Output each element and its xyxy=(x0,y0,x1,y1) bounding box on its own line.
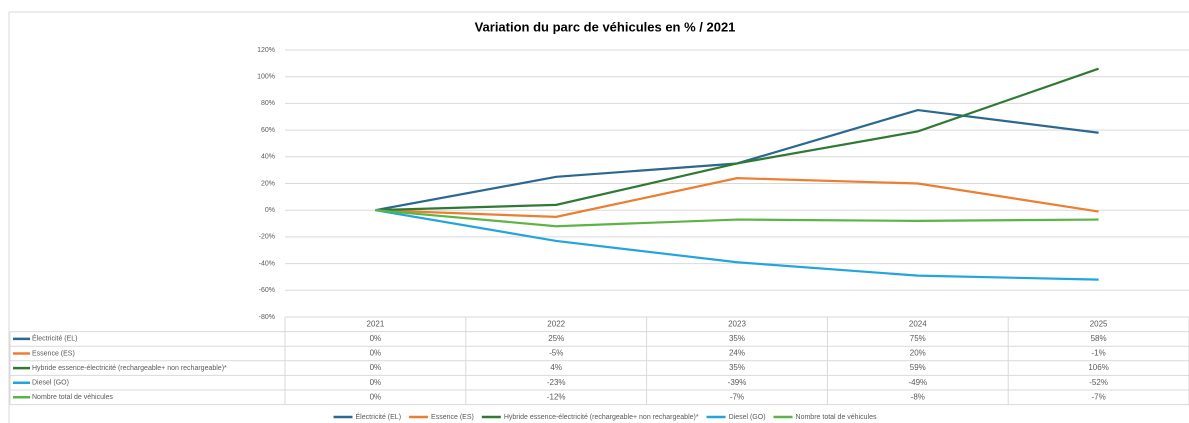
table-cell: -39% xyxy=(728,378,747,387)
legend-label: Nombre total de véhicules xyxy=(796,414,877,421)
x-tick-label: 2021 xyxy=(367,319,385,328)
y-tick-label: -60% xyxy=(259,287,275,294)
y-tick-label: 80% xyxy=(261,100,275,107)
table-cell: 35% xyxy=(729,363,745,372)
x-tick-label: 2024 xyxy=(909,319,927,328)
table-row-label: Nombre total de véhicules xyxy=(32,394,113,401)
x-tick-label: 2025 xyxy=(1090,319,1108,328)
series-line xyxy=(375,67,1099,212)
table-cell: -23% xyxy=(547,378,566,387)
legend-label: Électricité (EL) xyxy=(356,412,402,421)
table-cell: 0% xyxy=(370,392,382,401)
y-tick-label: -20% xyxy=(259,234,275,241)
table-cell: -12% xyxy=(547,392,566,401)
series-line xyxy=(375,209,1099,228)
table-cell: 58% xyxy=(1091,334,1107,343)
x-tick-label: 2023 xyxy=(728,319,746,328)
table-cell: 75% xyxy=(910,334,926,343)
x-tick-label: 2022 xyxy=(547,319,565,328)
table-row-label: Électricité (EL) xyxy=(32,334,78,343)
series-line xyxy=(375,209,1099,281)
table-cell: -52% xyxy=(1089,378,1108,387)
table-row-label: Diesel (GO) xyxy=(32,380,69,387)
table-cell: 25% xyxy=(548,334,564,343)
table-row-label: Essence (ES) xyxy=(32,350,75,357)
table-cell: -5% xyxy=(549,349,563,358)
chart-title: Variation du parc de véhicules en % / 20… xyxy=(475,19,736,34)
table-cell: -1% xyxy=(1091,349,1105,358)
table-cell: 0% xyxy=(370,378,382,387)
y-tick-label: 100% xyxy=(257,74,275,81)
table-cell: 59% xyxy=(910,363,926,372)
table-cell: 0% xyxy=(370,349,382,358)
y-tick-label: 120% xyxy=(257,47,275,54)
table-cell: 106% xyxy=(1088,363,1108,372)
table-cell: 20% xyxy=(910,349,926,358)
series-line xyxy=(375,177,1099,218)
table-cell: 0% xyxy=(370,334,382,343)
table-cell: 24% xyxy=(729,349,745,358)
legend-label: Diesel (GO) xyxy=(729,414,766,421)
table-cell: 35% xyxy=(729,334,745,343)
table-cell: 4% xyxy=(550,363,562,372)
legend-label: Hybride essence-électricité (rechargeabl… xyxy=(504,414,699,421)
y-tick-label: 40% xyxy=(261,154,275,161)
table-row-label: Hybride essence-électricité (rechargeabl… xyxy=(32,365,227,372)
table-cell: -8% xyxy=(911,392,925,401)
legend-label: Essence (ES) xyxy=(431,414,474,421)
y-tick-label: 0% xyxy=(265,207,275,214)
table-cell: -7% xyxy=(730,392,744,401)
table-cell: -49% xyxy=(908,378,927,387)
table-cell: -7% xyxy=(1091,392,1105,401)
y-tick-label: -40% xyxy=(259,260,275,267)
table-cell: 0% xyxy=(370,363,382,372)
y-tick-label: -80% xyxy=(259,314,275,321)
y-tick-label: 20% xyxy=(261,180,275,187)
y-tick-label: 60% xyxy=(261,127,275,134)
